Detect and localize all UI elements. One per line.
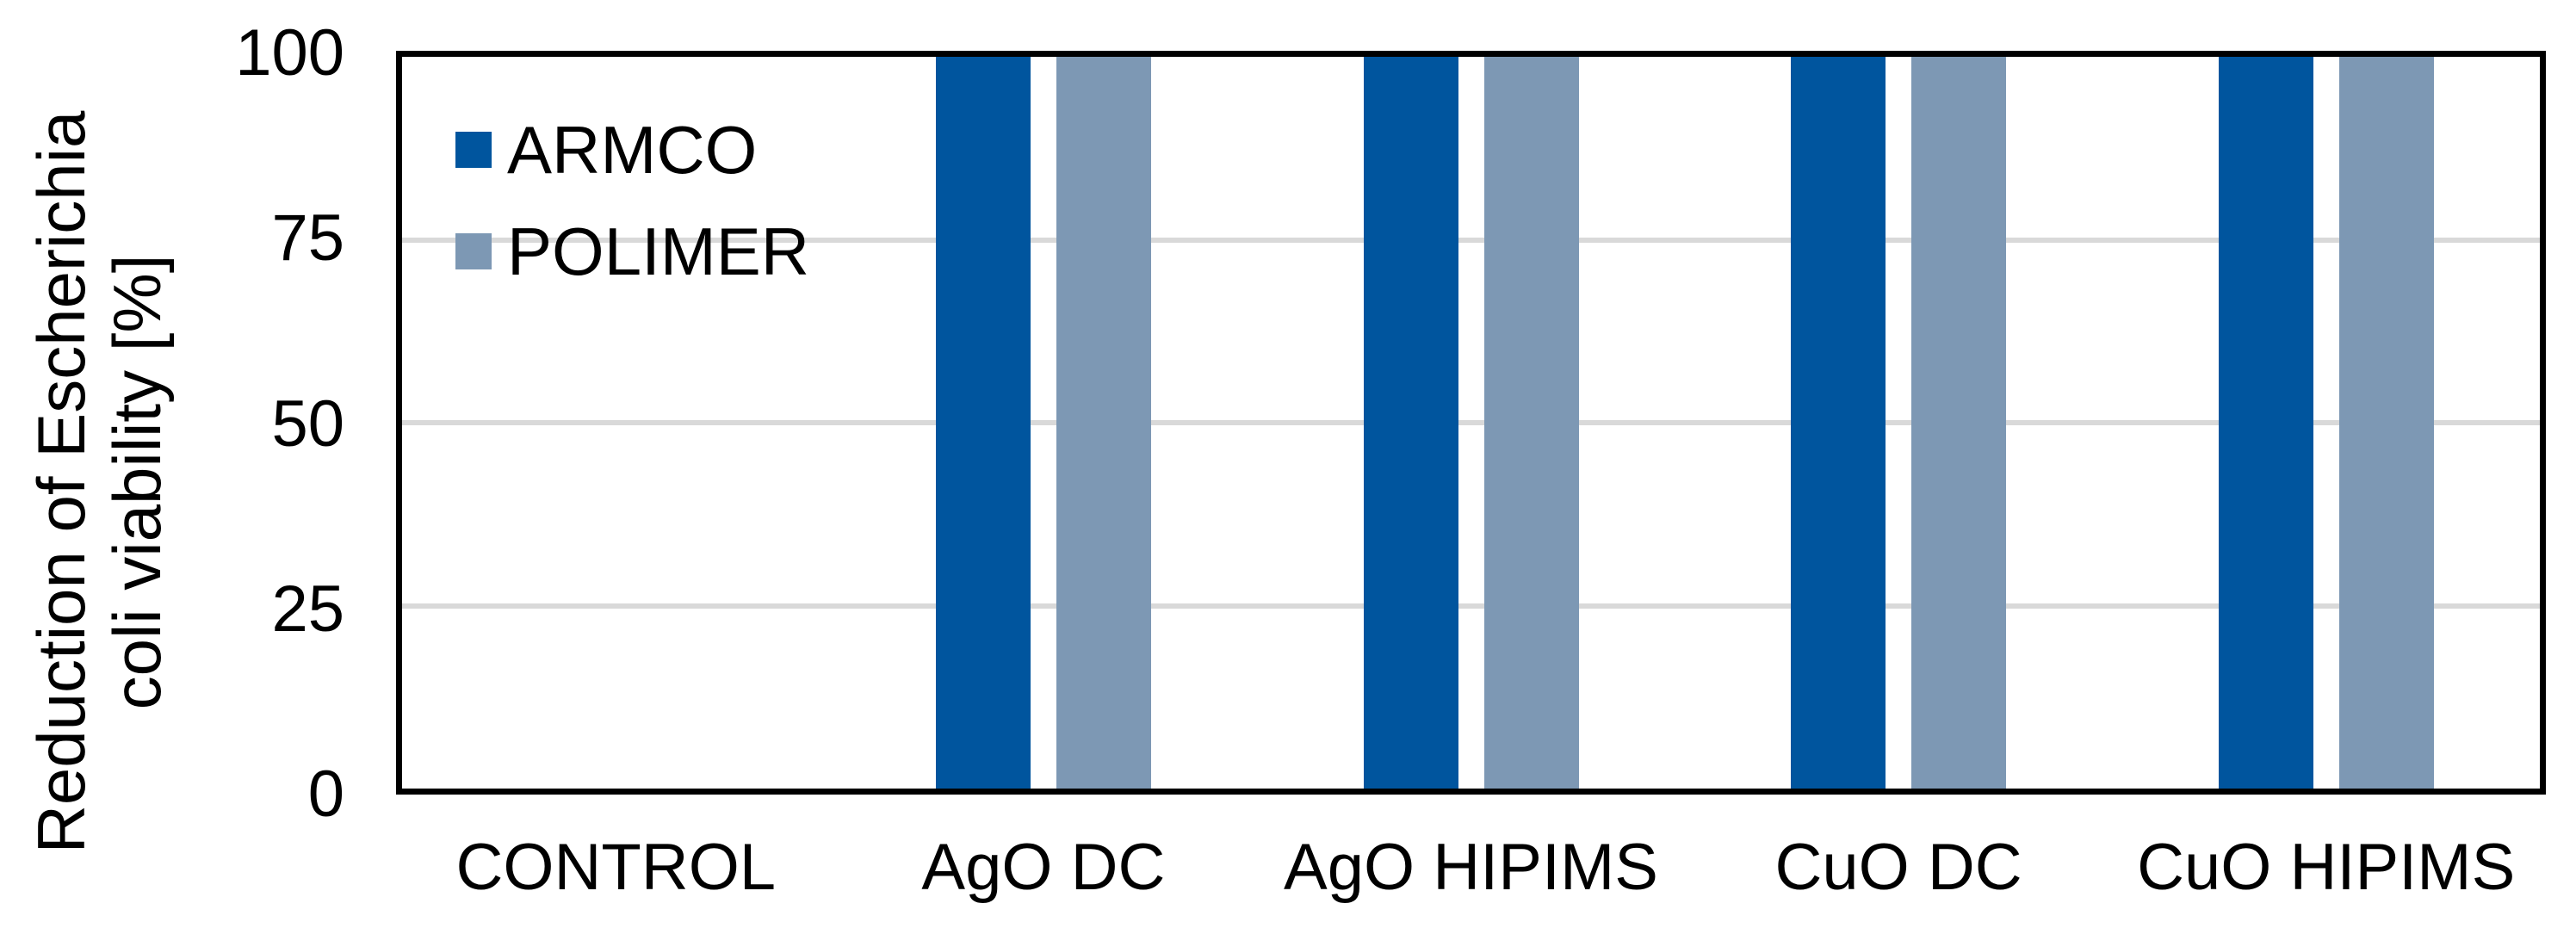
x-category-label-cuo-hipims: CuO HIPIMS <box>2137 831 2516 904</box>
legend-item-polimer: POLIMER <box>455 213 810 289</box>
legend-label-armco: ARMCO <box>507 111 758 188</box>
y-axis-title-line1: Reduction of Escherichia <box>23 110 99 854</box>
bar-polimer-ago-dc <box>1056 57 1151 789</box>
bar-polimer-cuo-dc <box>1911 57 2007 789</box>
y-tick-label-0: 0 <box>307 758 344 831</box>
bar-armco-ago-dc <box>935 57 1031 789</box>
bar-polimer-ago-hipims <box>1483 57 1579 789</box>
y-axis-title-line2: coli viability [%] <box>99 254 175 710</box>
legend-label-polimer: POLIMER <box>507 213 810 289</box>
y-tick-label-75: 75 <box>271 201 344 275</box>
gridline-25 <box>402 603 2540 609</box>
y-axis-title: Reduction of Escherichia coli viability … <box>23 95 178 869</box>
y-tick-label-25: 25 <box>271 572 344 646</box>
x-category-label-ago-dc: AgO DC <box>921 831 1166 904</box>
legend-item-armco: ARMCO <box>455 111 758 188</box>
bar-armco-cuo-hipims <box>2218 57 2313 789</box>
x-category-label-ago-hipims: AgO HIPIMS <box>1284 831 1658 904</box>
bar-armco-ago-hipims <box>1363 57 1458 789</box>
gridline-75 <box>402 237 2540 243</box>
gridline-50 <box>402 420 2540 425</box>
plot-area: ARMCO POLIMER <box>396 51 2546 795</box>
bar-polimer-cuo-hipims <box>2338 57 2434 789</box>
y-tick-label-100: 100 <box>235 16 344 90</box>
bar-armco-cuo-dc <box>1791 57 1886 789</box>
x-category-label-control: CONTROL <box>455 831 777 904</box>
legend-swatch-polimer <box>455 233 492 269</box>
legend-swatch-armco <box>455 132 492 168</box>
x-category-label-cuo-dc: CuO DC <box>1774 831 2022 904</box>
y-tick-label-50: 50 <box>271 387 344 461</box>
